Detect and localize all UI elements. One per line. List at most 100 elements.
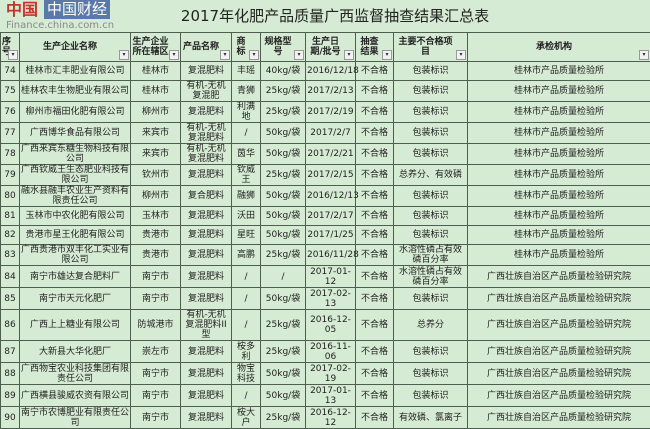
cell-brand[interactable]: / bbox=[232, 385, 261, 407]
cell-date[interactable]: 2017/2/19 bbox=[306, 102, 356, 123]
cell-date[interactable]: 2017-01-13 bbox=[306, 385, 356, 407]
cell-issue[interactable]: 包装标识 bbox=[394, 207, 468, 226]
cell-spec[interactable]: 50kg/袋 bbox=[261, 288, 306, 310]
cell-agency[interactable]: 桂林市产品质量检验所 bbox=[468, 186, 650, 207]
cell-date[interactable]: 2017/2/17 bbox=[306, 207, 356, 226]
cell-company[interactable]: 桂林市汇丰肥业有限公司 bbox=[20, 62, 131, 81]
cell-seq[interactable]: 80 bbox=[1, 186, 20, 207]
cell-seq[interactable]: 81 bbox=[1, 207, 20, 226]
cell-result[interactable]: 不合格 bbox=[356, 62, 394, 81]
cell-date[interactable]: 2017/1/25 bbox=[306, 226, 356, 245]
cell-product[interactable]: 复混肥料 bbox=[181, 226, 232, 245]
cell-issue[interactable]: 总养分 bbox=[394, 310, 468, 341]
cell-product[interactable]: 复混肥料 bbox=[181, 245, 232, 266]
cell-date[interactable]: 2016-12-12 bbox=[306, 407, 356, 429]
cell-company[interactable]: 大新县大华化肥厂 bbox=[20, 341, 131, 363]
cell-result[interactable]: 不合格 bbox=[356, 385, 394, 407]
filter-dropdown-icon[interactable]: ▾ bbox=[8, 50, 18, 60]
cell-brand[interactable]: 钦威王 bbox=[232, 165, 261, 186]
cell-product[interactable]: 复混肥料 bbox=[181, 385, 232, 407]
cell-region[interactable]: 来宾市 bbox=[131, 123, 181, 144]
cell-seq[interactable]: 77 bbox=[1, 123, 20, 144]
cell-issue[interactable]: 包装标识 bbox=[394, 102, 468, 123]
filter-dropdown-icon[interactable]: ▾ bbox=[119, 50, 129, 60]
cell-brand[interactable]: 高鹏 bbox=[232, 245, 261, 266]
cell-agency[interactable]: 广西壮族自治区产品质量检验研究院 bbox=[468, 407, 650, 429]
cell-result[interactable]: 不合格 bbox=[356, 81, 394, 102]
cell-agency[interactable]: 桂林市产品质量检验所 bbox=[468, 62, 650, 81]
cell-company[interactable]: 广西钦威王生态肥业科技有限公司 bbox=[20, 165, 131, 186]
cell-region[interactable]: 南宁市 bbox=[131, 266, 181, 288]
cell-result[interactable]: 不合格 bbox=[356, 207, 394, 226]
cell-region[interactable]: 崇左市 bbox=[131, 341, 181, 363]
cell-result[interactable]: 不合格 bbox=[356, 341, 394, 363]
cell-spec[interactable]: / bbox=[261, 266, 306, 288]
cell-brand[interactable]: / bbox=[232, 310, 261, 341]
cell-brand[interactable]: 星旺 bbox=[232, 226, 261, 245]
cell-spec[interactable]: 25kg/袋 bbox=[261, 407, 306, 429]
cell-spec[interactable]: 25kg/袋 bbox=[261, 165, 306, 186]
cell-product[interactable]: 复混肥料 bbox=[181, 288, 232, 310]
cell-region[interactable]: 桂林市 bbox=[131, 62, 181, 81]
cell-agency[interactable]: 广西壮族自治区产品质量检验研究院 bbox=[468, 363, 650, 385]
cell-region[interactable]: 南宁市 bbox=[131, 363, 181, 385]
cell-product[interactable]: 复混肥料 bbox=[181, 266, 232, 288]
cell-spec[interactable]: 50kg/袋 bbox=[261, 385, 306, 407]
cell-issue[interactable]: 水溶性磷占有效磷百分率 bbox=[394, 245, 468, 266]
cell-date[interactable]: 2016-11-06 bbox=[306, 341, 356, 363]
filter-dropdown-icon[interactable]: ▾ bbox=[456, 50, 466, 60]
cell-date[interactable]: 2017-02-19 bbox=[306, 363, 356, 385]
cell-agency[interactable]: 桂林市产品质量检验所 bbox=[468, 123, 650, 144]
cell-seq[interactable]: 78 bbox=[1, 144, 20, 165]
cell-product[interactable]: 复混肥料 bbox=[181, 363, 232, 385]
cell-issue[interactable]: 包装标识 bbox=[394, 144, 468, 165]
cell-issue[interactable]: 包装标识 bbox=[394, 363, 468, 385]
cell-seq[interactable]: 89 bbox=[1, 385, 20, 407]
cell-company[interactable]: 玉林市中农化肥有限公司 bbox=[20, 207, 131, 226]
cell-agency[interactable]: 桂林市产品质量检验所 bbox=[468, 102, 650, 123]
cell-product[interactable]: 有机-无机复混肥料 bbox=[181, 144, 232, 165]
cell-issue[interactable]: 包装标识 bbox=[394, 123, 468, 144]
cell-product[interactable]: 复混肥料 bbox=[181, 341, 232, 363]
cell-region[interactable]: 贵港市 bbox=[131, 245, 181, 266]
filter-dropdown-icon[interactable]: ▾ bbox=[249, 50, 259, 60]
cell-seq[interactable]: 87 bbox=[1, 341, 20, 363]
cell-spec[interactable]: 50kg/袋 bbox=[261, 186, 306, 207]
cell-result[interactable]: 不合格 bbox=[356, 123, 394, 144]
cell-brand[interactable]: / bbox=[232, 288, 261, 310]
cell-spec[interactable]: 50kg/袋 bbox=[261, 123, 306, 144]
cell-date[interactable]: 2017/2/13 bbox=[306, 81, 356, 102]
cell-product[interactable]: 复混肥料 bbox=[181, 207, 232, 226]
cell-seq[interactable]: 76 bbox=[1, 102, 20, 123]
cell-brand[interactable]: 利满地 bbox=[232, 102, 261, 123]
cell-company[interactable]: 贵港市星王化肥有限公司 bbox=[20, 226, 131, 245]
cell-region[interactable]: 南宁市 bbox=[131, 407, 181, 429]
cell-date[interactable]: 2017-02-13 bbox=[306, 288, 356, 310]
cell-spec[interactable]: 40kg/袋 bbox=[261, 62, 306, 81]
cell-brand[interactable]: 物宝科技 bbox=[232, 363, 261, 385]
filter-dropdown-icon[interactable]: ▾ bbox=[169, 50, 179, 60]
cell-spec[interactable]: 50kg/袋 bbox=[261, 144, 306, 165]
cell-product[interactable]: 有机-无机复混肥料II型 bbox=[181, 310, 232, 341]
cell-agency[interactable]: 广西壮族自治区产品质量检验研究院 bbox=[468, 310, 650, 341]
cell-agency[interactable]: 广西壮族自治区产品质量检验研究院 bbox=[468, 341, 650, 363]
cell-brand[interactable]: / bbox=[232, 266, 261, 288]
cell-result[interactable]: 不合格 bbox=[356, 186, 394, 207]
cell-spec[interactable]: 25kg/袋 bbox=[261, 81, 306, 102]
cell-product[interactable]: 有机-无机复混肥 bbox=[181, 81, 232, 102]
cell-product[interactable]: 复混肥料 bbox=[181, 165, 232, 186]
cell-region[interactable]: 钦州市 bbox=[131, 165, 181, 186]
cell-product[interactable]: 复混肥料 bbox=[181, 62, 232, 81]
cell-spec[interactable]: 25kg/袋 bbox=[261, 245, 306, 266]
cell-agency[interactable]: 桂林市产品质量检验所 bbox=[468, 207, 650, 226]
cell-date[interactable]: 2016/12/13 bbox=[306, 186, 356, 207]
cell-date[interactable]: 2017-01-12 bbox=[306, 266, 356, 288]
cell-region[interactable]: 来宾市 bbox=[131, 144, 181, 165]
cell-brand[interactable]: 沃田 bbox=[232, 207, 261, 226]
cell-product[interactable]: 有机-无机复混肥料 bbox=[181, 123, 232, 144]
cell-company[interactable]: 广西博华食品有限公司 bbox=[20, 123, 131, 144]
cell-date[interactable]: 2017/2/7 bbox=[306, 123, 356, 144]
cell-company[interactable]: 融水县融丰农业生产资料有限责任公司 bbox=[20, 186, 131, 207]
cell-result[interactable]: 不合格 bbox=[356, 310, 394, 341]
cell-company[interactable]: 南宁市农博肥业有限责任公司 bbox=[20, 407, 131, 429]
